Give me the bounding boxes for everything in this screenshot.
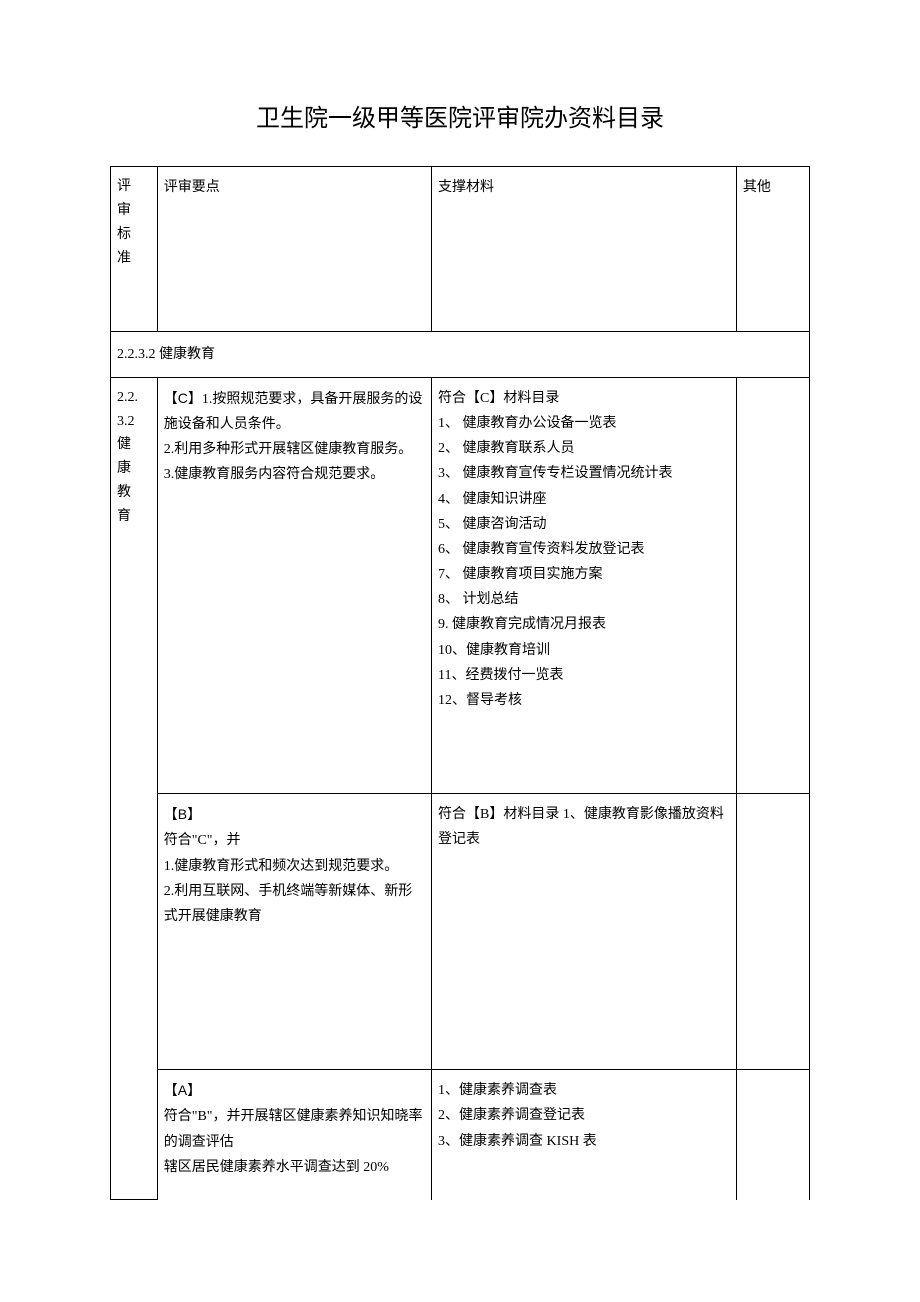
row-a-materials: 1、健康素养调查表 2、健康素养调查登记表 3、健康素养调查 KISH 表 — [432, 1070, 737, 1200]
section-row: 2.2.3.2 健康教育 — [111, 331, 810, 377]
header-col2: 评审要点 — [157, 167, 431, 331]
header-col4: 其他 — [736, 167, 809, 331]
row-b-other — [736, 794, 809, 1070]
row-c: 2.2.3.2健康教育 【C】1.按照规范要求，具备开展服务的设施设备和人员条件… — [111, 377, 810, 793]
section-label: 2.2.3.2 健康教育 — [111, 331, 810, 377]
header-col1: 评审标准 — [111, 167, 158, 331]
row-c-standard: 2.2.3.2健康教育 — [111, 377, 158, 1200]
row-c-standard-text: 2.2.3.2健康教育 — [117, 386, 151, 529]
row-a: 【A】 符合"B"，并开展辖区健康素养知识知晓率的调查评估 辖区居民健康素养水平… — [111, 1070, 810, 1200]
row-c-other — [736, 377, 809, 793]
row-a-points: 【A】 符合"B"，并开展辖区健康素养知识知晓率的调查评估 辖区居民健康素养水平… — [157, 1070, 431, 1200]
main-table: 评审标准 评审要点 支撑材料 其他 2.2.3.2 健康教育 2.2.3.2健康… — [110, 166, 810, 1200]
row-c-points: 【C】1.按照规范要求，具备开展服务的设施设备和人员条件。 2.利用多种形式开展… — [157, 377, 431, 793]
header-col1-text: 评审标准 — [117, 175, 151, 270]
row-b: 【B】 符合"C"，并 1.健康教育形式和频次达到规范要求。 2.利用互联网、手… — [111, 794, 810, 1070]
header-col3: 支撑材料 — [432, 167, 737, 331]
row-c-materials: 符合【C】材料目录 1、 健康教育办公设备一览表 2、 健康教育联系人员 3、 … — [432, 377, 737, 793]
row-a-other — [736, 1070, 809, 1200]
row-b-points: 【B】 符合"C"，并 1.健康教育形式和频次达到规范要求。 2.利用互联网、手… — [157, 794, 431, 1070]
table-header-row: 评审标准 评审要点 支撑材料 其他 — [111, 167, 810, 331]
page-title: 卫生院一级甲等医院评审院办资料目录 — [110, 100, 810, 138]
row-b-materials: 符合【B】材料目录 1、健康教育影像播放资料登记表 — [432, 794, 737, 1070]
